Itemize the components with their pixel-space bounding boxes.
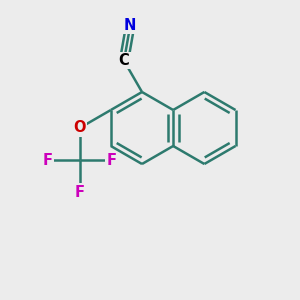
Text: C: C bbox=[118, 53, 129, 68]
Text: N: N bbox=[124, 18, 136, 33]
Text: F: F bbox=[75, 184, 85, 200]
Text: F: F bbox=[106, 153, 116, 168]
Text: F: F bbox=[43, 153, 53, 168]
Text: O: O bbox=[74, 121, 86, 136]
